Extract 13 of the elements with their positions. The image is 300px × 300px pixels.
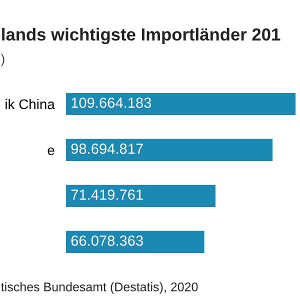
- bar: [66, 92, 296, 116]
- chart-title: lands wichtigste Importländer 201: [2, 28, 280, 44]
- y-tick-label: e: [48, 148, 54, 156]
- data-label: 98.694.817: [71, 144, 143, 154]
- bar: [66, 138, 273, 161]
- y-tick-label: ik China: [6, 98, 55, 110]
- bar: [66, 230, 204, 253]
- chart-subtitle: ): [0, 54, 4, 66]
- bar: [66, 184, 216, 207]
- text: tisches Bundesamt (Destatis), 2020: [1, 282, 198, 294]
- data-label: 109.664.183: [72, 98, 152, 108]
- data-label: 71.419.761: [71, 190, 143, 200]
- data-label: 66.078.363: [71, 236, 143, 246]
